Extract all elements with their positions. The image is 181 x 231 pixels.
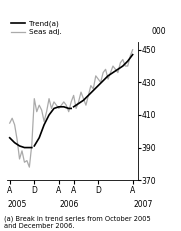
Text: 2007: 2007 — [134, 200, 153, 209]
Legend: Trend(a), Seas adj.: Trend(a), Seas adj. — [11, 20, 62, 35]
Text: 000: 000 — [152, 27, 166, 36]
Text: 2006: 2006 — [59, 200, 79, 209]
Text: 2005: 2005 — [7, 200, 27, 209]
Text: (a) Break in trend series from October 2005
and December 2006.: (a) Break in trend series from October 2… — [4, 215, 150, 229]
